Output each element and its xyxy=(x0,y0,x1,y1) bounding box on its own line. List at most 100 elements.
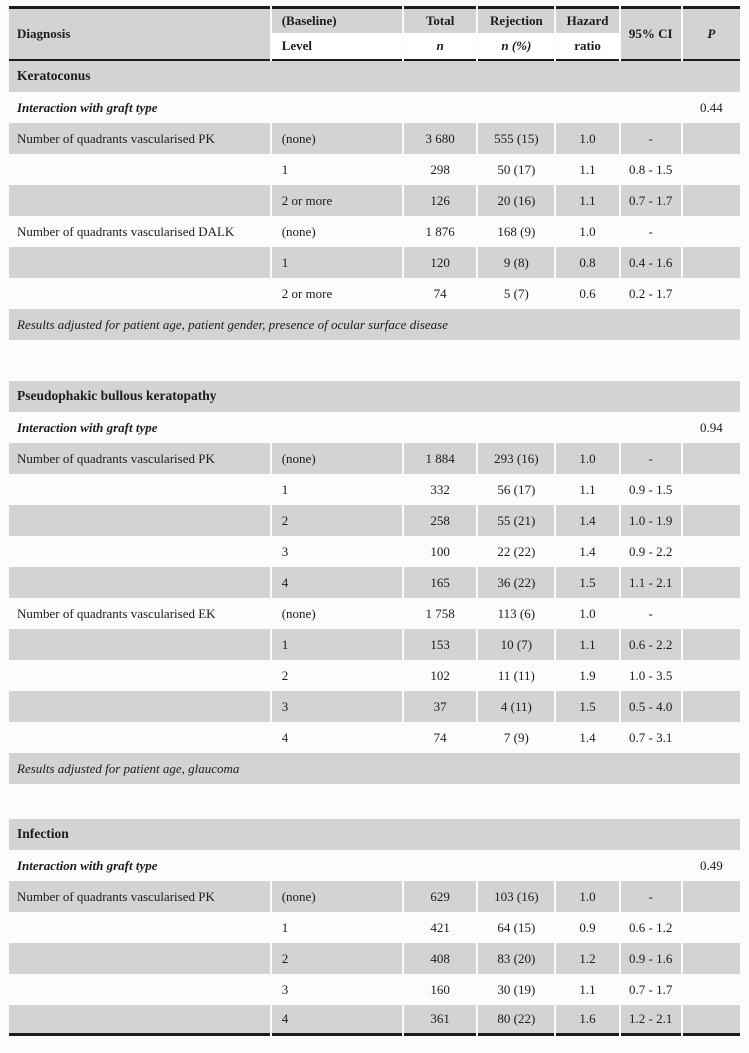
ci-cell: 0.7 - 3.1 xyxy=(629,729,673,745)
rejection-n-cell: 55 (21) xyxy=(478,505,555,536)
rejection-n-cell: 168 (9) xyxy=(497,223,536,239)
rejection-n-cell: 11 (11) xyxy=(497,667,535,683)
table-row: 4 165 36 (22) 1.5 1.1 - 2.1 xyxy=(9,567,740,598)
rejection-n-cell: 9 (8) xyxy=(478,247,555,278)
table-row: 2 408 83 (20) 1.2 0.9 - 1.6 xyxy=(9,943,740,974)
rejection-n-cell: 50 (17) xyxy=(497,161,536,177)
rejection-n-cell: 113 (6) xyxy=(497,605,536,621)
diagnosis-cell: Number of quadrants vascularised PK xyxy=(9,123,270,154)
rejection-n-cell: 56 (17) xyxy=(497,481,536,497)
total-n-cell: 100 xyxy=(430,543,450,559)
table-row: 2 258 55 (21) 1.4 1.0 - 1.9 xyxy=(9,505,740,536)
table-row: Number of quadrants vascularised PK (none… xyxy=(9,443,740,474)
p-cell xyxy=(682,881,740,912)
level-cell: 2 or more xyxy=(281,285,333,301)
diagnosis-cell xyxy=(9,247,270,278)
p-cell xyxy=(682,505,740,536)
col-header-n: n xyxy=(404,33,477,61)
hazard-ratio-cell: 1.6 xyxy=(556,1005,619,1036)
diagnosis-cell xyxy=(9,567,270,598)
col-header-hazard: Hazard xyxy=(556,6,619,33)
col-header-baseline: (Baseline) xyxy=(271,6,403,33)
level-cell: 1 xyxy=(281,161,289,177)
total-n-cell: 421 xyxy=(430,919,450,935)
total-n-cell: 74 xyxy=(433,285,447,301)
col-header-rejection: Rejection xyxy=(478,6,555,33)
level-cell: (none) xyxy=(271,123,403,154)
diagnosis-cell xyxy=(9,974,270,1005)
rejection-n-cell: 555 (15) xyxy=(478,123,555,154)
level-cell: 2 or more xyxy=(271,185,403,216)
p-cell xyxy=(682,443,740,474)
hazard-ratio-cell: 1.4 xyxy=(556,505,619,536)
rejection-n-cell: 4 (11) xyxy=(478,691,555,722)
total-n-cell: 361 xyxy=(404,1005,477,1036)
p-cell xyxy=(683,722,740,753)
p-cell xyxy=(683,536,740,567)
table-row: 3 37 4 (11) 1.5 0.5 - 4.0 xyxy=(9,691,740,722)
table-row: 4 361 80 (22) 1.6 1.2 - 2.1 xyxy=(9,1005,740,1036)
table-row: 1 120 9 (8) 0.8 0.4 - 1.6 xyxy=(9,247,740,278)
interaction-p-value: 0.44 xyxy=(700,99,723,115)
ci-cell: 0.8 - 1.5 xyxy=(629,161,673,177)
interaction-row: Interaction with graft type 0.49 xyxy=(9,850,740,881)
total-n-cell: 165 xyxy=(404,567,477,598)
diagnosis-cell xyxy=(9,629,270,660)
level-cell: 1 xyxy=(281,919,289,935)
level-cell: 4 xyxy=(271,1005,403,1036)
hazard-ratio-cell: 1.9 xyxy=(579,667,596,683)
ci-cell: 0.9 - 1.5 xyxy=(629,481,673,497)
diagnosis-cell xyxy=(9,722,270,753)
interaction-label: Interaction with graft type xyxy=(17,99,158,115)
table-row: Number of quadrants vascularised EK (none… xyxy=(9,598,740,629)
total-n-cell: 1 884 xyxy=(404,443,477,474)
footnote: Results adjusted for patient age, patien… xyxy=(9,309,740,340)
ci-cell: - xyxy=(648,223,653,239)
table-row: 3 160 30 (19) 1.1 0.7 - 1.7 xyxy=(9,974,740,1005)
header-row-bottom: Level n n (%) ratio xyxy=(9,33,740,61)
rejection-n-cell: 64 (15) xyxy=(497,919,536,935)
hazard-ratio-cell: 1.0 xyxy=(556,123,619,154)
table-row: 2 or more 74 5 (7) 0.6 0.2 - 1.7 xyxy=(9,278,740,309)
results-table: Diagnosis (Baseline) Total Rejection Haz… xyxy=(7,6,742,1036)
diagnosis-cell xyxy=(9,691,270,722)
ci-cell: 1.2 - 2.1 xyxy=(620,1005,681,1036)
hazard-ratio-cell: 1.1 xyxy=(579,161,596,177)
rejection-n-cell: 7 (9) xyxy=(503,729,529,745)
level-cell: 4 xyxy=(281,729,289,745)
interaction-row: Interaction with graft type 0.94 xyxy=(9,412,740,443)
p-cell xyxy=(683,912,740,943)
rejection-n-cell: 20 (16) xyxy=(478,185,555,216)
hazard-ratio-cell: 1.0 xyxy=(556,881,619,912)
p-cell xyxy=(683,474,740,505)
section-title: Keratoconus xyxy=(9,61,740,92)
ci-cell: - xyxy=(620,443,681,474)
ci-cell: 1.0 - 1.9 xyxy=(620,505,681,536)
col-header-p: P xyxy=(682,6,740,61)
diagnosis-cell xyxy=(9,474,270,505)
hazard-ratio-cell: 1.5 xyxy=(556,567,619,598)
footnote-row: Results adjusted for patient age, glauco… xyxy=(9,753,740,784)
p-cell xyxy=(682,943,740,974)
level-cell: 3 xyxy=(281,981,289,997)
ci-cell: 0.4 - 1.6 xyxy=(620,247,681,278)
hazard-ratio-cell: 1.1 xyxy=(579,481,596,497)
section-title-row: Keratoconus xyxy=(9,61,740,92)
total-n-cell: 1 758 xyxy=(425,605,455,621)
level-cell: 2 xyxy=(271,943,403,974)
rejection-n-cell: 22 (22) xyxy=(497,543,536,559)
ci-cell: 0.9 - 2.2 xyxy=(629,543,673,559)
level-cell: 3 xyxy=(281,543,289,559)
section-title: Infection xyxy=(9,819,740,850)
hazard-ratio-cell: 1.5 xyxy=(556,691,619,722)
level-cell: 2 xyxy=(271,505,403,536)
table-row: Number of quadrants vascularised DALK (no… xyxy=(9,216,740,247)
rejection-n-cell: 293 (16) xyxy=(478,443,555,474)
diagnosis-cell: Number of quadrants vascularised PK xyxy=(9,443,270,474)
p-cell xyxy=(682,185,740,216)
total-n-cell: 37 xyxy=(404,691,477,722)
table-row: 3 100 22 (22) 1.4 0.9 - 2.2 xyxy=(9,536,740,567)
ci-cell: 0.7 - 1.7 xyxy=(629,981,673,997)
ci-cell: - xyxy=(648,605,653,621)
col-header-n-pct: n (%) xyxy=(478,33,555,61)
